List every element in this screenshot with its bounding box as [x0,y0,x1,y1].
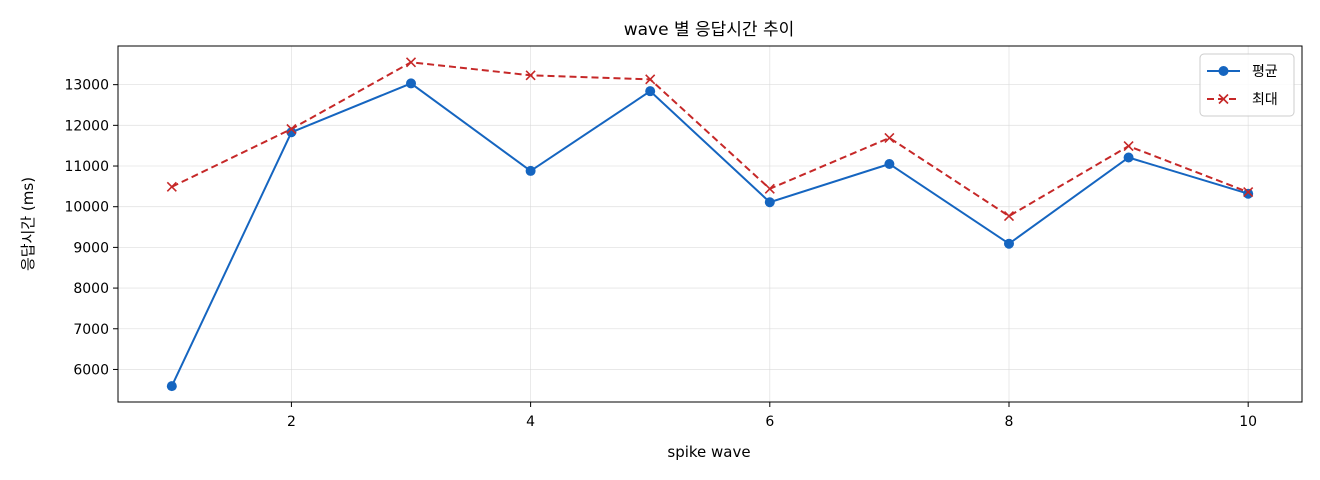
data-point [884,132,895,144]
series-line [170,82,1249,387]
y-tick-label: 8000 [73,281,109,297]
data-point [884,158,895,169]
y-tick-label: 12000 [64,118,109,134]
x-tick-label: 8 [1005,414,1014,430]
x-tick-label: 10 [1239,414,1257,430]
data-point [525,165,536,176]
y-tick-label: 11000 [64,159,109,175]
legend-marker [1218,93,1229,105]
data-point [406,78,417,89]
legend-box [1199,53,1295,117]
x-tick-label: 6 [765,414,774,430]
data-point [1243,188,1254,199]
y-tick-label: 10000 [64,200,109,216]
legend-item: 최대 [1207,92,1278,108]
data-point [1123,141,1134,152]
series-layer [166,57,1254,392]
data-point [405,57,417,68]
y-axis-label: 응답시간 (ms) [19,177,37,271]
data-point [1123,152,1134,163]
data-point [286,127,297,138]
data-point [166,181,177,192]
data-point [286,123,297,135]
legend-label: 평균 [1252,64,1278,80]
series-line [171,61,1249,218]
y-tick-label: 13000 [64,78,109,94]
y-tick-label: 6000 [73,362,109,378]
plot-area-frame [117,45,1303,403]
data-point [1003,238,1014,249]
data-point [525,70,536,81]
legend-marker [1218,66,1229,76]
chart-title: wave 별 응답시간 추이 [624,20,795,40]
x-axis-label: spike wave [667,443,750,461]
y-tick-label: 9000 [73,240,109,256]
y-axis: 6000 7000 8000 9000 10000 11000 12000 13000 [64,78,118,378]
legend-label: 최대 [1252,92,1278,108]
data-point [764,183,775,194]
x-axis: 2 4 6 8 10 [287,402,1257,430]
data-point [166,381,177,392]
series-max [166,57,1254,222]
grid [118,46,1302,402]
x-tick-label: 2 [287,414,296,430]
legend-item: 평균 [1207,64,1278,80]
data-point [1003,211,1015,222]
y-tick-label: 7000 [73,322,109,338]
data-point [645,74,656,85]
data-point [764,197,775,208]
x-tick-label: 4 [526,414,535,430]
data-point [1243,186,1254,198]
series-average [166,78,1254,392]
data-point [645,86,656,97]
